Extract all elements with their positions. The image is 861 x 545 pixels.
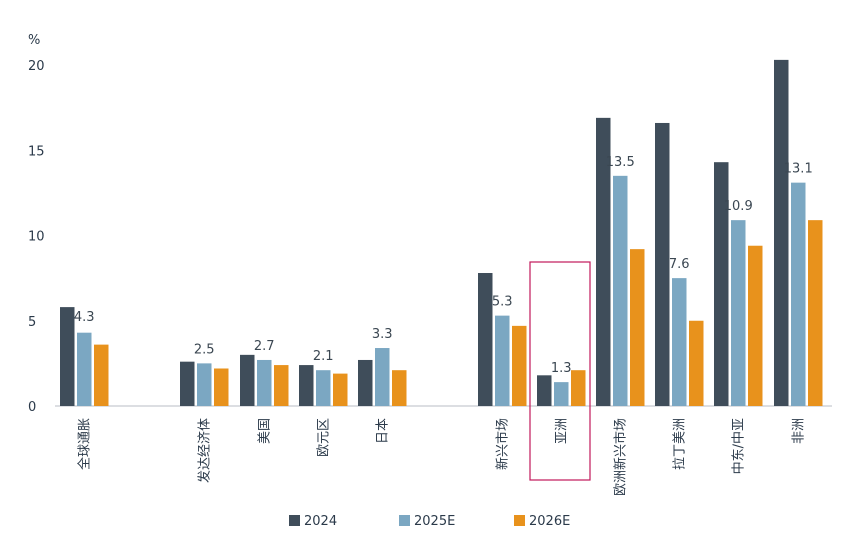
bar-2024-2 (240, 354, 255, 406)
legend-label: 2026E (529, 514, 570, 529)
y-tick-label: 15 (28, 144, 45, 159)
data-label: 1.3 (551, 361, 572, 376)
category-label: 新兴市场 (494, 418, 510, 470)
category-label: 全球通胀 (76, 418, 92, 470)
y-tick-label: 20 (28, 59, 45, 74)
bar-2025e-3 (316, 370, 331, 406)
category-label: 亚洲 (554, 418, 569, 444)
category-label: 拉丁美洲 (672, 418, 687, 470)
bar-2024-5 (478, 273, 493, 406)
bar-2025e-1 (197, 363, 212, 406)
bar-2025e-0 (77, 332, 92, 406)
y-tick-label: 0 (28, 400, 36, 415)
bar-2025e-9 (731, 220, 746, 406)
bar-2025e-5 (495, 315, 510, 406)
legend-swatch (514, 515, 525, 526)
y-tick-label: 5 (28, 315, 36, 330)
bar-2026e-1 (214, 368, 229, 406)
category-label: 欧洲新兴市场 (612, 418, 628, 496)
data-label: 10.9 (724, 199, 753, 214)
category-label: 日本 (375, 418, 390, 444)
bar-2024-7 (596, 117, 611, 406)
bar-2026e-0 (94, 344, 109, 406)
bar-2024-3 (299, 365, 314, 406)
category-label: 非洲 (791, 418, 806, 444)
bar-2025e-8 (672, 278, 687, 406)
legend-label: 2024 (304, 514, 337, 529)
legend-label: 2025E (414, 514, 455, 529)
data-label: 13.5 (606, 155, 635, 170)
bar-2025e-10 (791, 182, 806, 406)
bar-2026e-4 (392, 370, 407, 406)
bar-2026e-5 (512, 325, 527, 406)
bar-2026e-8 (689, 320, 704, 406)
y-axis-unit-label: % (28, 33, 40, 48)
bar-2025e-4 (375, 348, 390, 406)
bar-2025e-6 (554, 382, 569, 406)
bar-2026e-6 (571, 370, 586, 406)
category-label: 欧元区 (316, 418, 331, 457)
legend-swatch (399, 515, 410, 526)
bar-2024-0 (60, 307, 75, 406)
data-label: 4.3 (74, 310, 95, 325)
data-label: 3.3 (372, 327, 393, 342)
bar-2024-8 (655, 122, 670, 406)
bar-2026e-10 (808, 220, 823, 406)
y-tick-label: 10 (28, 230, 45, 245)
data-label: 2.5 (194, 342, 215, 357)
bar-2025e-2 (257, 359, 272, 406)
category-label: 美国 (257, 418, 272, 444)
category-label: 发达经济体 (196, 418, 212, 483)
bar-2024-9 (714, 162, 729, 406)
bar-2024-6 (537, 375, 552, 406)
category-label: 中东/中亚 (731, 418, 746, 474)
legend-swatch (289, 515, 300, 526)
bar-2026e-3 (333, 373, 348, 406)
bar-2024-4 (358, 359, 373, 406)
bar-2024-10 (774, 59, 789, 406)
data-label: 2.7 (254, 339, 275, 354)
data-label: 5.3 (492, 295, 513, 310)
data-label: 7.6 (669, 257, 690, 272)
bar-2026e-7 (630, 249, 645, 406)
data-label: 13.1 (784, 162, 813, 177)
highlight-box-asia (529, 261, 591, 481)
bar-2025e-7 (613, 175, 628, 406)
bar-2026e-2 (274, 365, 289, 406)
bar-2024-1 (180, 361, 195, 406)
data-label: 2.1 (313, 349, 334, 364)
bar-2026e-9 (748, 245, 763, 406)
